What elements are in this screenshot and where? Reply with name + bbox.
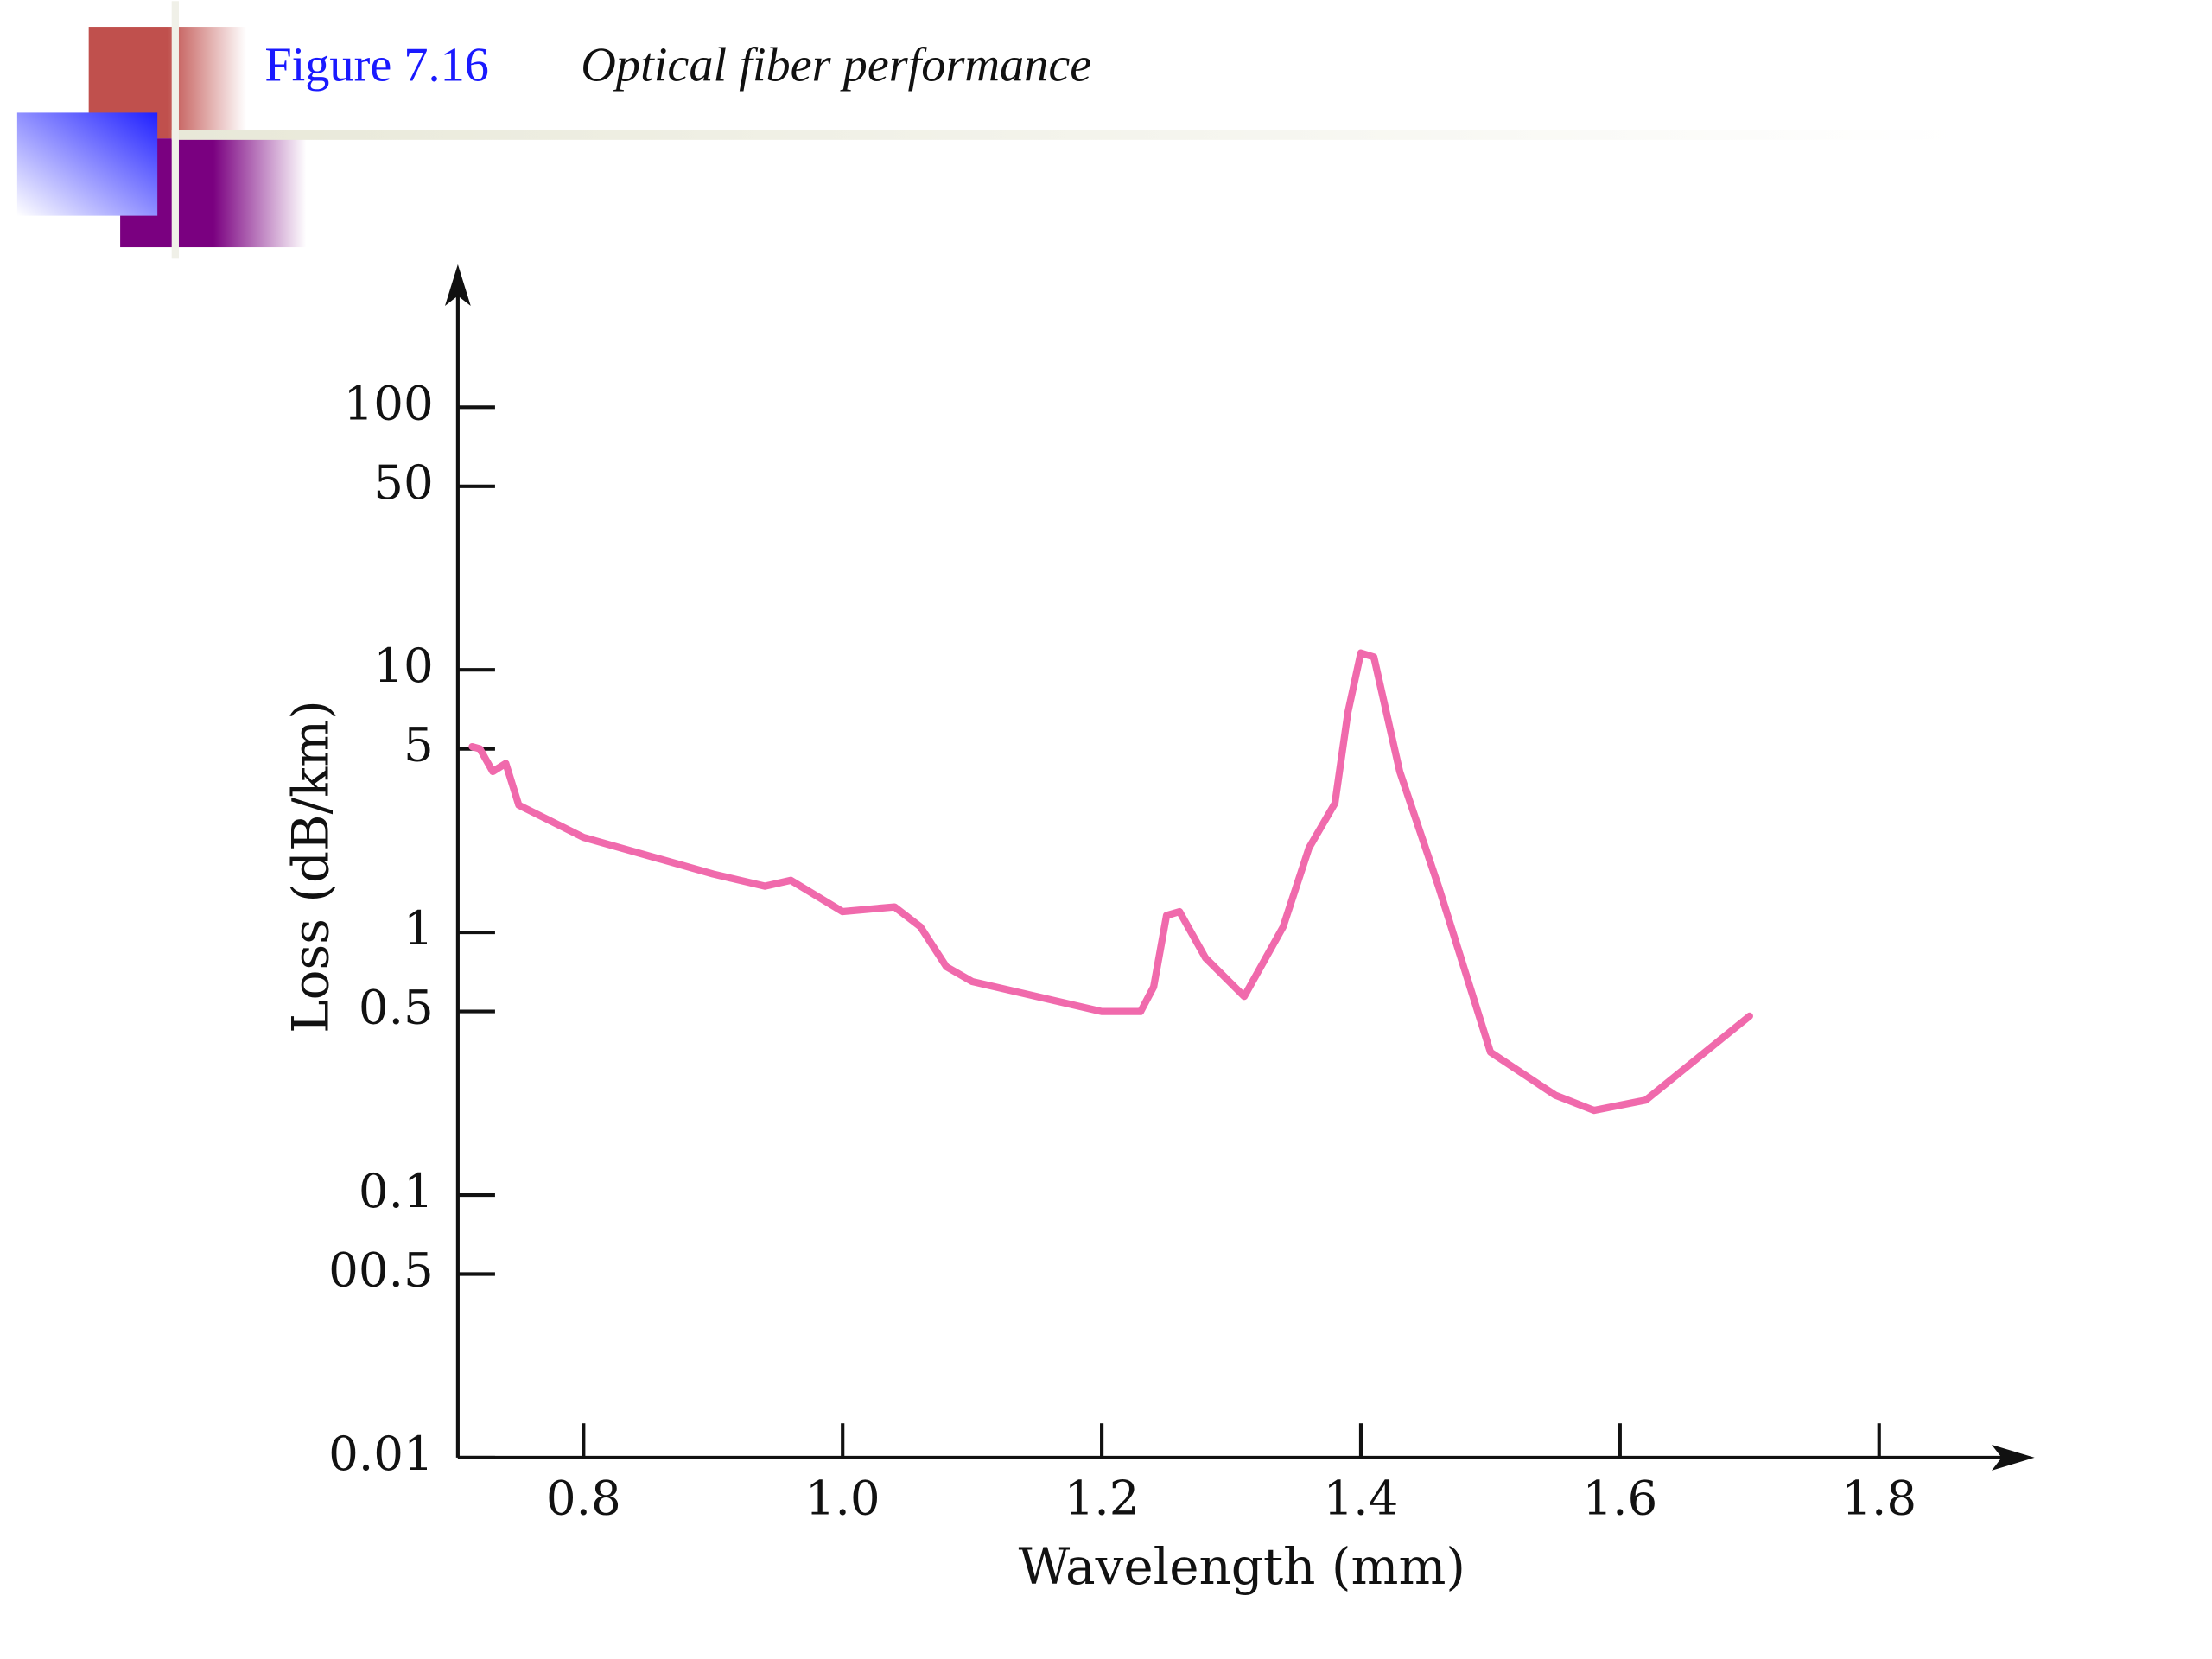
y-tick-label: 00.5 (328, 1243, 434, 1298)
y-tick-label: 0.5 (359, 980, 434, 1035)
y-tick-label: 0.01 (328, 1426, 434, 1481)
x-tick-label: 1.6 (1582, 1470, 1657, 1525)
figure-label: Figure 7.16 (264, 39, 489, 92)
x-arrow (1991, 1445, 2035, 1471)
decoration (16, 1, 1961, 259)
y-tick-label: 1 (404, 900, 434, 956)
x-tick-label: 0.8 (546, 1470, 621, 1525)
loss-curve (468, 649, 1753, 1115)
x-axis-label: Wavelength (mm) (1019, 1537, 1465, 1596)
y-tick-label: 0.1 (359, 1163, 434, 1218)
y-tick-label: 10 (373, 638, 434, 693)
x-tick-label: 1.2 (1065, 1470, 1140, 1525)
y-axis-label: Loss (dB/km) (281, 700, 340, 1033)
figure-title: Optical fiber performance (581, 39, 1091, 92)
axes (444, 264, 2035, 1471)
y-tick-label: 100 (343, 375, 433, 430)
x-tick-label: 1.0 (805, 1470, 880, 1525)
x-tick-label: 1.4 (1324, 1470, 1399, 1525)
y-arrow (444, 264, 471, 306)
y-tick-label: 5 (404, 717, 434, 772)
y-tick-label: 50 (373, 454, 434, 510)
x-tick-label: 1.8 (1841, 1470, 1916, 1525)
